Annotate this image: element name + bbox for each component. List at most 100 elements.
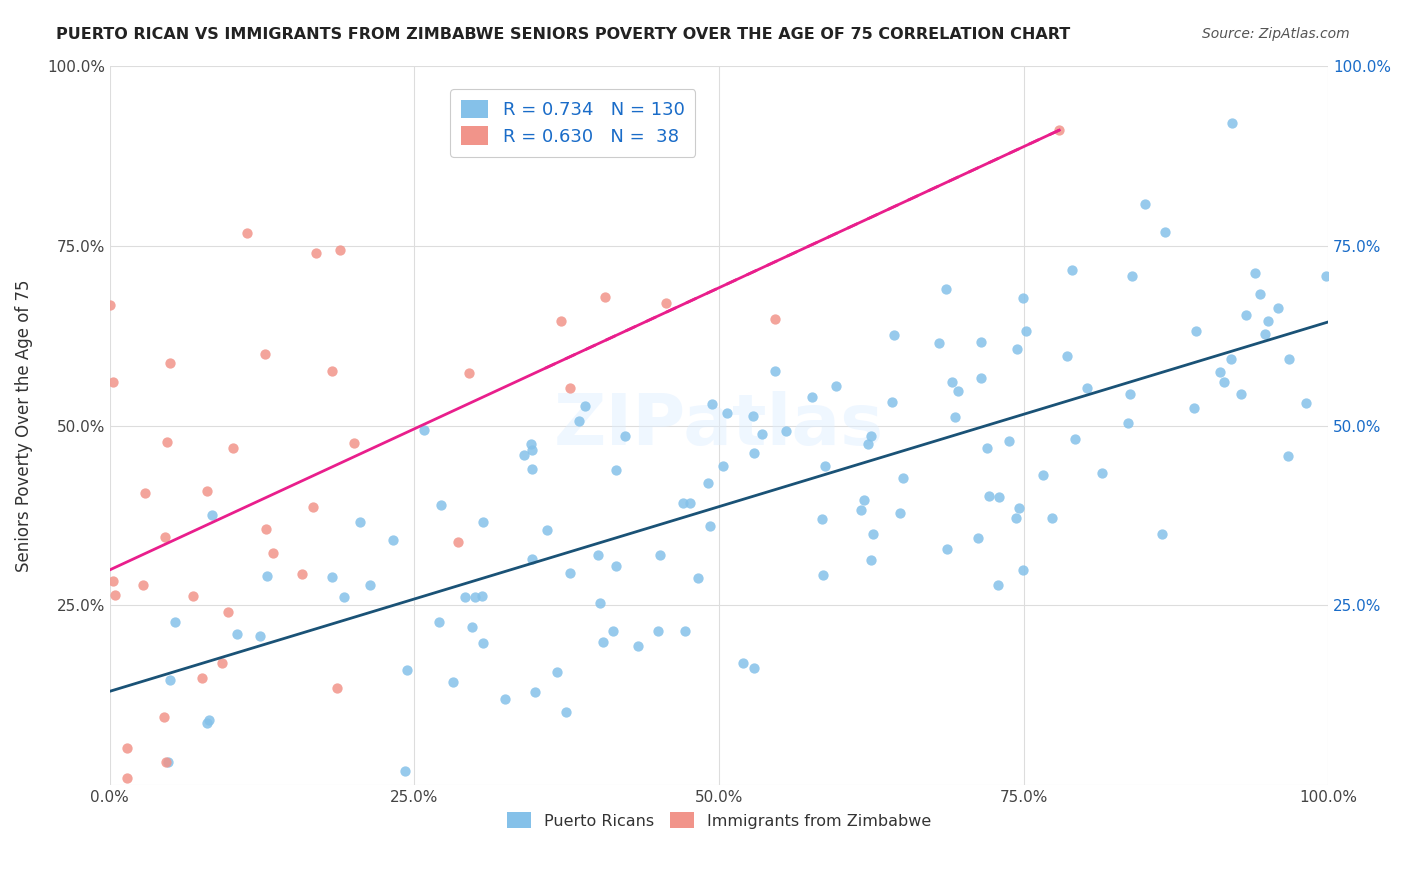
Point (1236, 308, 1258, 322)
Point (1119, 387, 1142, 401)
Point (211, 656, 233, 670)
Point (853, 492, 876, 507)
Point (157, 755, 180, 769)
Point (254, 347, 277, 361)
Point (117, 771, 139, 785)
Point (554, 706, 576, 720)
Point (1011, 563, 1033, 577)
Point (801, 390, 824, 404)
Point (359, 578, 381, 592)
Point (775, 424, 797, 438)
Point (159, 356, 181, 370)
Point (1005, 511, 1028, 525)
Point (413, 423, 436, 437)
Text: Source: ZipAtlas.com: Source: ZipAtlas.com (1202, 27, 1350, 41)
Point (1244, 266, 1267, 280)
Point (1064, 432, 1087, 446)
Point (464, 591, 486, 605)
Point (987, 578, 1010, 592)
Point (568, 414, 591, 428)
Point (1220, 352, 1243, 367)
Point (235, 226, 257, 240)
Point (946, 384, 969, 398)
Point (613, 428, 636, 442)
Legend: Puerto Ricans, Immigrants from Zimbabwe: Puerto Ricans, Immigrants from Zimbabwe (501, 805, 938, 835)
Point (1257, 314, 1279, 328)
Point (936, 542, 959, 557)
Point (1230, 387, 1253, 401)
Point (291, 567, 314, 582)
Point (825, 378, 848, 392)
Point (546, 665, 568, 680)
Point (605, 463, 627, 477)
Point (396, 663, 419, 677)
Text: PUERTO RICAN VS IMMIGRANTS FROM ZIMBABWE SENIORS POVERTY OVER THE AGE OF 75 CORR: PUERTO RICAN VS IMMIGRANTS FROM ZIMBABWE… (56, 27, 1070, 42)
Point (1121, 269, 1143, 284)
Point (181, 589, 204, 603)
Point (592, 635, 614, 649)
Point (650, 548, 672, 562)
Point (1015, 324, 1038, 338)
Point (222, 441, 245, 455)
Point (1090, 467, 1112, 481)
Point (430, 498, 453, 512)
Point (132, 578, 155, 592)
Point (471, 589, 494, 603)
Point (602, 624, 624, 638)
Point (1060, 263, 1083, 277)
Point (1185, 324, 1208, 338)
Point (814, 459, 837, 474)
Point (1152, 527, 1174, 541)
Point (977, 489, 1000, 503)
Point (225, 627, 247, 641)
Point (699, 518, 721, 533)
Point (1249, 286, 1271, 301)
Point (647, 624, 669, 638)
Point (457, 366, 479, 380)
Point (494, 691, 516, 706)
Point (536, 523, 558, 537)
Point (1253, 327, 1275, 342)
Point (198, 713, 221, 727)
Point (811, 512, 834, 526)
Point (1213, 375, 1236, 389)
Point (163, 615, 186, 629)
Point (686, 571, 709, 585)
Point (751, 427, 773, 442)
Point (1277, 449, 1299, 463)
Point (394, 764, 416, 778)
Point (697, 476, 720, 491)
Point (558, 381, 581, 395)
Point (201, 508, 224, 523)
Point (104, 588, 127, 602)
Point (998, 434, 1021, 448)
Point (883, 328, 905, 343)
Point (522, 462, 544, 476)
Point (880, 395, 903, 409)
Point (254, 522, 277, 536)
Point (970, 370, 993, 384)
Point (155, 755, 177, 769)
Point (935, 281, 957, 295)
Point (811, 567, 834, 582)
Point (461, 620, 484, 634)
Point (860, 429, 883, 443)
Point (889, 507, 911, 521)
Point (856, 437, 879, 451)
Point (969, 334, 991, 349)
Point (1295, 396, 1317, 410)
Point (195, 484, 218, 499)
Point (1222, 116, 1244, 130)
Point (593, 290, 616, 304)
Point (1315, 268, 1337, 283)
Point (447, 534, 470, 549)
Point (159, 673, 181, 687)
Point (586, 548, 609, 562)
Point (1076, 381, 1098, 395)
Point (156, 435, 179, 450)
Point (941, 375, 963, 389)
Point (702, 397, 724, 411)
Point (349, 515, 371, 529)
Point (763, 364, 786, 378)
Point (966, 531, 988, 545)
